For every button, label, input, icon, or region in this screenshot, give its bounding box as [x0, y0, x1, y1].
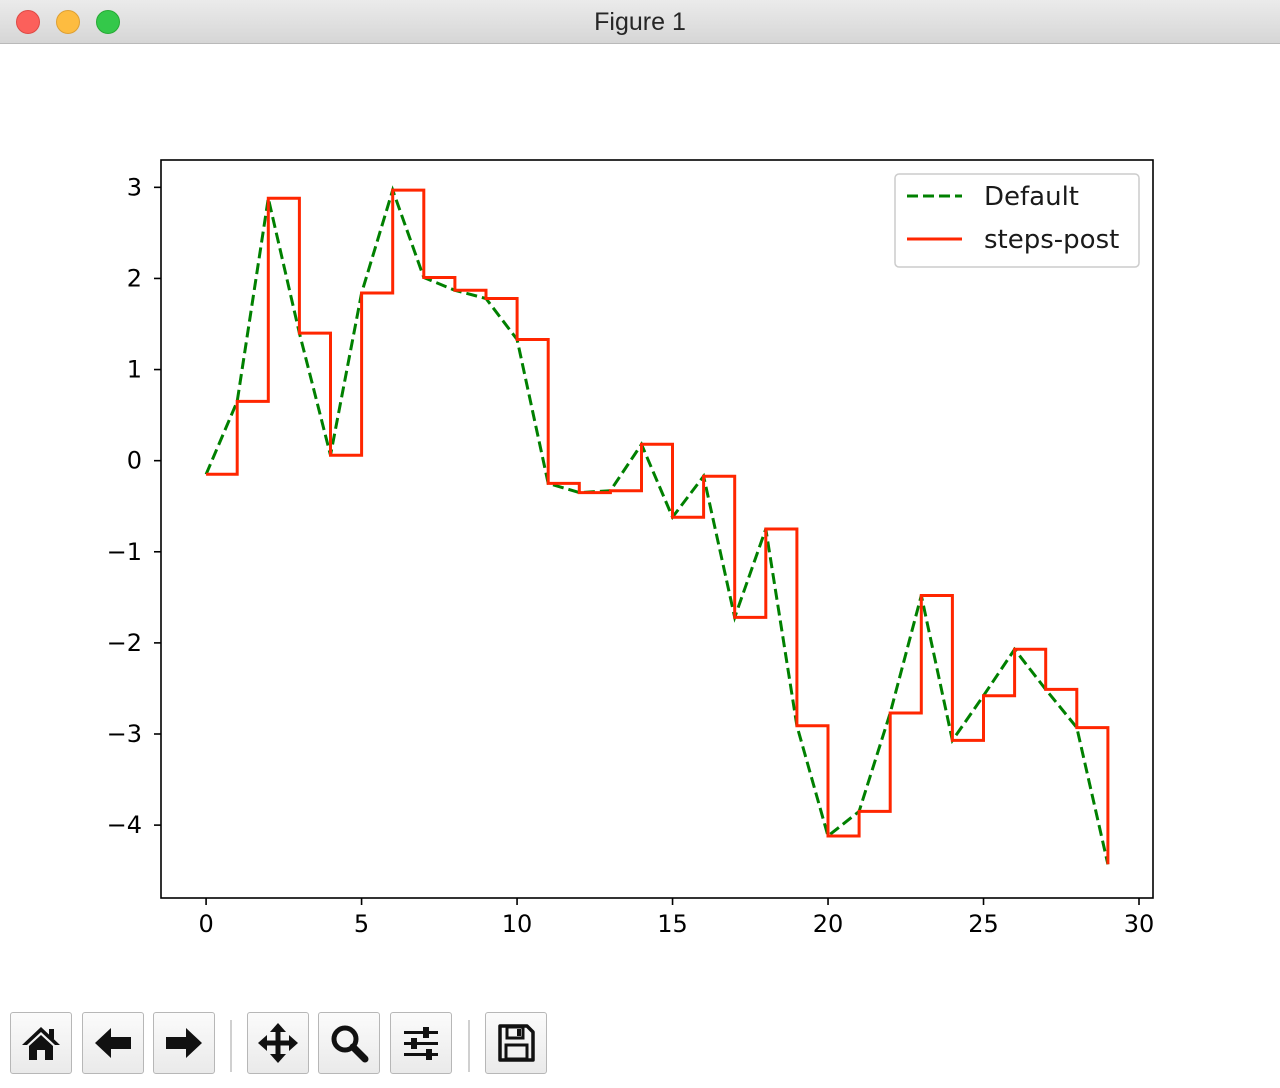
toolbar-separator — [468, 1020, 470, 1072]
y-tick-label: 0 — [127, 447, 142, 475]
pan-button[interactable] — [247, 1012, 309, 1074]
y-tick-label: 3 — [127, 173, 142, 201]
x-tick-label: 25 — [968, 910, 999, 938]
y-tick-label: −3 — [107, 720, 142, 748]
back-button[interactable] — [82, 1012, 144, 1074]
home-icon — [22, 1027, 60, 1060]
legend-label: Default — [984, 182, 1079, 212]
floppy-disk-icon — [498, 1024, 535, 1062]
minimize-window-button[interactable] — [56, 10, 80, 34]
arrow-right-icon — [166, 1028, 202, 1058]
line-chart[interactable]: 0 5 10 15 20 25 303210−1−2−3−4Defaultsteps-pos… — [0, 44, 1280, 1000]
move-icon — [258, 1023, 298, 1063]
toolbar-separator — [230, 1020, 232, 1072]
zoom-button[interactable] — [318, 1012, 380, 1074]
home-button[interactable] — [10, 1012, 72, 1074]
title-bar[interactable]: Figure 1 — [0, 0, 1280, 44]
figure-canvas[interactable]: 0 5 10 15 20 25 30 3 2 1 0 −1 −2 −3 −4 Default steps-pos… — [0, 44, 1280, 1000]
x-tick-label: 0 — [198, 910, 213, 938]
y-tick-label: 1 — [127, 356, 142, 384]
forward-button[interactable] — [153, 1012, 215, 1074]
y-tick-label: 2 — [127, 264, 142, 292]
x-tick-label: 15 — [657, 910, 688, 938]
legend-label: steps-post — [984, 225, 1119, 255]
x-tick-label: 30 — [1124, 910, 1155, 938]
close-window-button[interactable] — [16, 10, 40, 34]
axes-frame — [160, 159, 1154, 899]
zoom-window-button[interactable] — [96, 10, 120, 34]
save-button[interactable] — [485, 1012, 547, 1074]
x-tick-label: 10 — [502, 910, 533, 938]
y-tick-label: −1 — [107, 538, 142, 566]
y-tick-label: −2 — [107, 629, 142, 657]
series-line-default — [204, 185, 1110, 865]
configure-subplots-button[interactable] — [390, 1012, 452, 1074]
sliders-icon — [404, 1027, 438, 1060]
navigation-toolbar — [0, 1000, 1280, 1088]
plot-area — [161, 160, 1153, 898]
window-title: Figure 1 — [594, 8, 686, 36]
x-tick-label: 5 — [354, 910, 369, 938]
y-tick-label: −4 — [107, 811, 142, 839]
series-line-steps-post — [206, 188, 1110, 865]
magnifier-icon — [331, 1025, 369, 1063]
arrow-left-icon — [95, 1028, 131, 1058]
x-tick-label: 20 — [813, 910, 844, 938]
